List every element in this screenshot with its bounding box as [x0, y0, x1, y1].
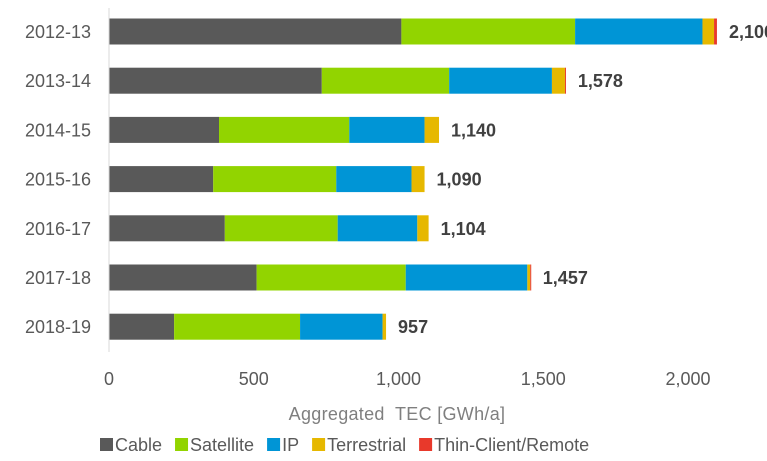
- legend-swatch-terrestrial: [312, 438, 326, 451]
- x-tick-2000: 2,000: [665, 369, 710, 389]
- bar-terrestrial-2018-19: [382, 313, 387, 340]
- bar-thin-client-remote-2017-18: [530, 264, 532, 291]
- bar-terrestrial-2017-18: [527, 264, 531, 291]
- total-label-2014-15: 1,140: [451, 120, 496, 140]
- bar-satellite-2016-17: [224, 215, 338, 242]
- bar-ip-2014-15: [349, 116, 425, 143]
- total-label-2013-14: 1,578: [578, 71, 623, 91]
- legend-label-satellite: Satellite: [190, 435, 254, 455]
- category-label-2016-17: 2016-17: [25, 219, 91, 239]
- bar-ip-2013-14: [449, 67, 552, 94]
- x-tick-labels: 0 500 1,000 1,500 2,000: [104, 369, 711, 389]
- total-label-2018-19: 957: [398, 317, 428, 337]
- bar-ip-2016-17: [337, 215, 418, 242]
- total-label-2017-18: 1,457: [543, 268, 588, 288]
- category-label-2015-16: 2015-16: [25, 170, 91, 190]
- category-label-2012-13: 2012-13: [25, 22, 91, 42]
- bar-satellite-2014-15: [219, 116, 350, 143]
- bar-terrestrial-2012-13: [702, 18, 715, 45]
- bar-satellite-2017-18: [256, 264, 406, 291]
- x-tick-1000: 1,000: [376, 369, 421, 389]
- bar-cable-2015-16: [109, 166, 214, 193]
- bars-layer: [109, 18, 717, 340]
- bar-terrestrial-2013-14: [551, 67, 565, 94]
- bar-cable-2018-19: [109, 313, 175, 340]
- bar-terrestrial-2015-16: [411, 166, 425, 193]
- legend: Cable Satellite IP Terrestrial Thin-Client/R…: [100, 435, 589, 455]
- bar-ip-2015-16: [336, 166, 412, 193]
- legend-label-thin-client-remote: Thin-Client/Remote: [434, 435, 589, 455]
- bar-cable-2016-17: [109, 215, 225, 242]
- bar-satellite-2013-14: [321, 67, 450, 94]
- x-tick-500: 500: [239, 369, 269, 389]
- x-axis-title: Aggregated TEC [GWh/a]: [289, 404, 506, 424]
- bar-cable-2012-13: [109, 18, 402, 45]
- x-tick-0: 0: [104, 369, 114, 389]
- bar-cable-2013-14: [109, 67, 322, 94]
- x-tick-1500: 1,500: [521, 369, 566, 389]
- category-label-2013-14: 2013-14: [25, 71, 91, 91]
- bar-terrestrial-2014-15: [424, 116, 440, 143]
- total-label-2015-16: 1,090: [437, 170, 482, 190]
- legend-label-ip: IP: [282, 435, 299, 455]
- bar-satellite-2018-19: [174, 313, 301, 340]
- legend-label-terrestrial: Terrestrial: [327, 435, 406, 455]
- total-label-2012-13: 2,100: [729, 22, 767, 42]
- total-labels: 2,100 1,578 1,140 1,090 1,104 1,457 957: [398, 22, 767, 337]
- bar-ip-2012-13: [575, 18, 703, 45]
- legend-label-cable: Cable: [115, 435, 162, 455]
- category-labels: 2012-13 2013-14 2014-15 2015-16 2016-17 2017-…: [25, 22, 91, 337]
- bar-ip-2018-19: [300, 313, 383, 340]
- bar-cable-2017-18: [109, 264, 257, 291]
- bar-satellite-2015-16: [213, 166, 337, 193]
- legend-swatch-ip: [267, 438, 281, 451]
- legend-swatch-satellite: [175, 438, 189, 451]
- bar-terrestrial-2016-17: [417, 215, 429, 242]
- bar-thin-client-remote-2013-14: [564, 67, 566, 94]
- bar-satellite-2012-13: [401, 18, 576, 45]
- bar-ip-2017-18: [405, 264, 528, 291]
- category-label-2014-15: 2014-15: [25, 120, 91, 140]
- bar-thin-client-remote-2012-13: [714, 18, 717, 45]
- total-label-2016-17: 1,104: [441, 219, 486, 239]
- category-label-2018-19: 2018-19: [25, 317, 91, 337]
- category-label-2017-18: 2017-18: [25, 268, 91, 288]
- legend-swatch-thin-client-remote: [419, 438, 433, 451]
- legend-swatch-cable: [100, 438, 113, 451]
- bar-cable-2014-15: [109, 116, 220, 143]
